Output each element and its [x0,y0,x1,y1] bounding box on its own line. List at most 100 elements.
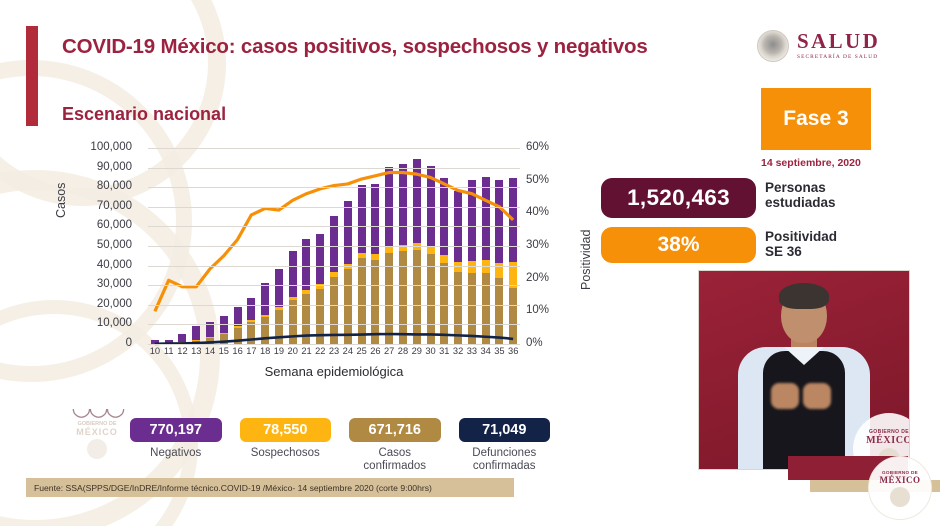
chart-bar-segment [233,326,242,329]
chart-x-tick-label: 23 [328,346,340,356]
chart-y2-tick-label: 10% [526,304,550,317]
stat-studied-value: 1,520,463 [627,185,730,210]
chart-x-tick-label: 11 [163,346,174,356]
chart-y-tick-label: 50,000 [96,239,132,251]
chart-bar-segment [467,273,476,344]
chart-bar-segment [454,272,463,344]
chart-bar-column [286,148,300,344]
chart-x-tick-label: 20 [287,346,298,356]
chart-x-tick-label: 29 [411,346,422,356]
chart-y-tick-label: 40,000 [96,258,132,271]
watermark-line-1: GOBIERNO DE [77,421,117,427]
table-row [357,148,366,344]
table-row [467,148,476,344]
chart-bar-segment [330,272,339,277]
chart-bar-segment [426,254,435,344]
table-row [385,148,394,344]
watermark-figures-icon: ◡◡◡ [71,394,125,420]
chart-y-tick-label: 80,000 [96,180,132,193]
chart-bar-segment [509,261,518,288]
chart-gridline [148,187,520,189]
chart-bar-segment [206,338,214,344]
chart-bar-column [396,148,410,344]
legend-value-box: 671,716 [349,418,441,442]
background-watermark-logo: ◡◡◡ GOBIERNO DE MÉXICO [60,396,134,470]
legend-value-box: 71,049 [458,418,550,442]
chart-bar-segment [330,276,339,344]
chart-y2-tick-label: 60% [526,141,550,153]
table-row [288,148,297,344]
chart-x-tick-label: 26 [370,346,381,356]
table-row [316,148,325,344]
table-row [261,148,270,344]
chart-gridline [148,206,520,208]
phase-badge: Fase 3 [761,88,871,150]
chart-bar-segment [426,165,435,248]
chart-bar-segment [330,216,339,273]
chart-bar-segment [398,251,407,344]
chart-bar-segment [385,252,394,344]
chart-bar-segment [274,268,283,307]
chart-y2-tick-label: 40% [526,206,550,219]
chart-bar-segment [164,339,173,344]
chart-bar-segment [274,309,283,344]
chart-x-tick-label: 19 [273,346,285,356]
chart-bar-segment [219,332,228,335]
chart-gridline [148,265,520,267]
chart-bar-segment [247,297,256,321]
chart-bar-segment [481,176,490,260]
chart-x-tick-label: 22 [315,346,326,356]
chart-bar-segment [261,282,270,315]
chart-x-tick-label: 33 [466,346,478,356]
legend-item: 671,716 Casos confirmados [349,418,441,476]
chart-bar-segment [371,254,380,261]
table-row [371,148,380,344]
chart-gridline [148,304,520,306]
chart-bar-segment [178,333,187,343]
chart-bar-column [369,148,383,344]
salud-logo-subtext: SECRETARÍA DE SALUD [797,54,879,61]
salud-logo-text: SALUD [797,29,881,54]
chart-bar-segment [467,260,476,274]
source-footer: Fuente: SSA(SPPS/DGE/InDRE/Informe técni… [26,478,514,497]
salud-logo: SALUD SECRETARÍA DE SALUD [757,28,882,64]
chart-y-tick-label: 0 [125,337,132,349]
chart-bar-column [300,148,314,344]
legend-value-box: 78,550 [239,418,331,442]
mexico-eagle-icon [757,30,789,62]
chart-x-axis-title: Semana epidemiológica [264,364,404,379]
chart-bar-segment [316,233,325,285]
table-row [495,148,504,344]
chart-bar-segment [206,337,214,339]
legend-label: Negativos [150,447,202,459]
chart-x-tick-label: 32 [452,346,464,356]
chart-x-tick-label: 25 [356,346,367,356]
watermark-line-2: MÉXICO [76,427,118,437]
chart-bar-segment [426,247,435,255]
chart-bar-segment [261,317,270,344]
chart-bar-column [244,148,258,344]
br-seal-emblem-icon [890,486,910,507]
chart-bar-segment [481,273,490,344]
watermark-emblem-icon [87,439,107,459]
legend-label: Defunciones confirmadas [472,447,537,472]
sign-language-interpreter-video[interactable]: GOBIERNO DE MÉXICO [698,270,910,470]
chart-bar-column [148,148,162,344]
chart-bar-segment [371,260,380,344]
covid-chart: 0 10,000 20,000 30,000 40,000 50,000 60,000 70,… [54,140,598,385]
table-row [150,148,159,344]
chart-bar-segment [385,246,394,253]
chart-x-tick-label: 34 [480,346,491,356]
legend-item: 78,550 Sospechosos [239,418,331,476]
chart-bar-column [424,148,438,344]
chart-x-tick-label: 13 [191,346,202,356]
chart-bar-segment [219,334,228,344]
chart-gridline [148,167,520,169]
chart-y-tick-label: 60,000 [96,219,132,232]
chart-bar-column [203,148,217,344]
chart-y-tick-label: 90,000 [96,160,132,173]
chart-line-overlay [153,170,515,346]
legend-label: Sospechosos [250,447,320,459]
table-row [440,148,449,344]
chart-bar-segment [150,340,159,344]
